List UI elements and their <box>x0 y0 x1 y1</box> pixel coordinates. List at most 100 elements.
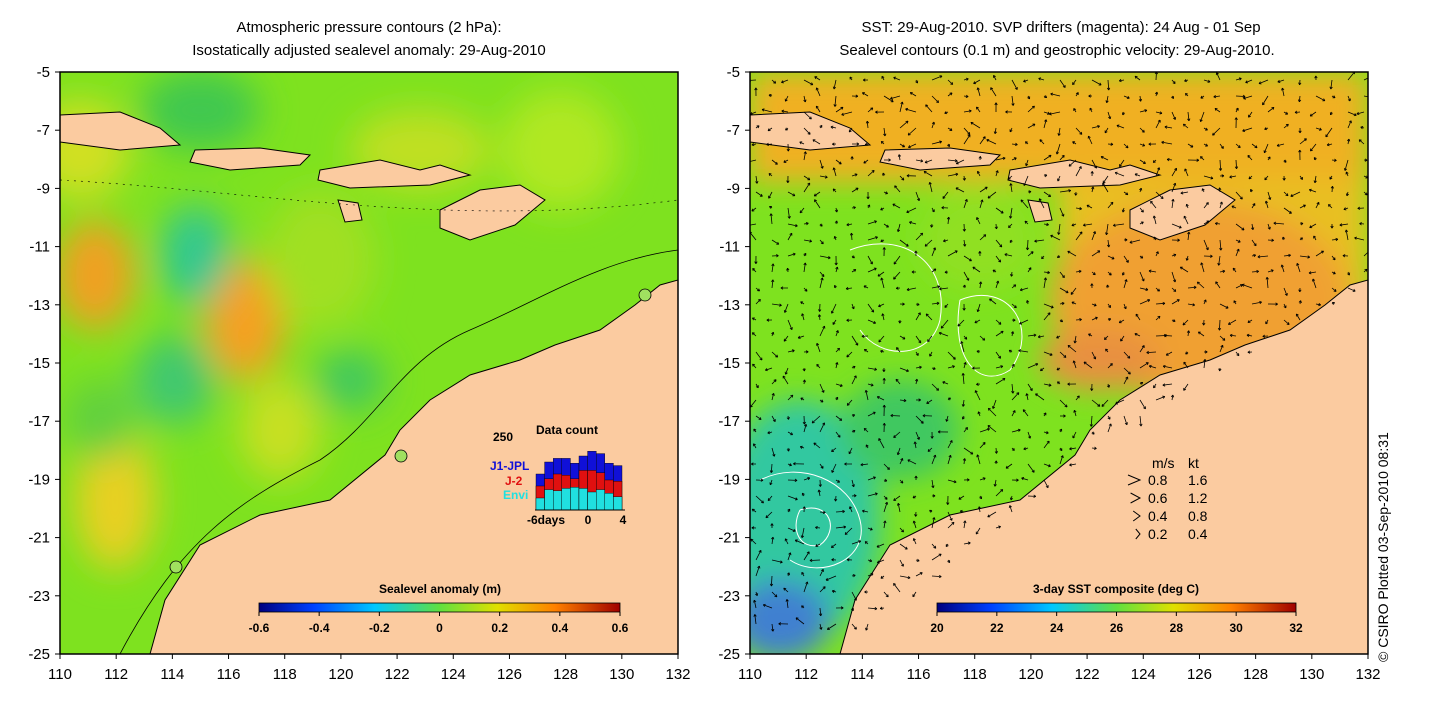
sealevel-colorbar-tick-label: -0.2 <box>369 621 390 635</box>
left-title-line1: Atmospheric pressure contours (2 hPa): <box>236 19 501 36</box>
left-x-tick-label: 120 <box>328 666 353 683</box>
right-y-tick-label: -5 <box>727 64 740 81</box>
right-y-tick-label: -21 <box>718 530 740 547</box>
inset-xlabel-mid: 0 <box>585 513 592 527</box>
right-y-tick-label: -11 <box>719 239 740 256</box>
velocity-legend-ms-value: 0.2 <box>1148 526 1168 542</box>
sst-colorbar-tick-label: 20 <box>930 621 944 635</box>
right-x-tick-label: 120 <box>1018 666 1043 683</box>
velocity-legend-kt-value: 0.8 <box>1188 508 1208 524</box>
legend-j1-jpl: J1-JPL <box>490 459 529 473</box>
envi-bar <box>579 488 588 510</box>
sealevel-anomaly-map <box>30 70 678 654</box>
sealevel-colorbar-tick-label: 0 <box>436 621 443 635</box>
right-title-line1: SST: 29-Aug-2010. SVP drifters (magenta)… <box>861 19 1260 36</box>
velocity-legend-ms-header: m/s <box>1152 455 1175 471</box>
right-x-tick-label: 118 <box>963 666 987 683</box>
envi-bar <box>596 490 605 510</box>
left-y-tick-label: -13 <box>28 297 50 314</box>
velocity-arrow <box>1027 240 1028 250</box>
left-y-tick-label: -9 <box>37 180 50 197</box>
right-y-tick-label: -19 <box>718 471 740 488</box>
left-y-tick-label: -7 <box>37 122 50 139</box>
left-y-tick-label: -19 <box>28 471 50 488</box>
inset-xlabel-right: 4 <box>620 513 627 527</box>
sealevel-colorbar-tick-label: -0.6 <box>249 621 270 635</box>
left-y-axis: -5-7-9-11-13-15-17-19-21-23-25 <box>28 64 60 663</box>
sst-colorbar-gradient <box>937 603 1296 612</box>
left-x-tick-label: 132 <box>665 666 690 683</box>
inset-ymax-label: 250 <box>493 430 513 444</box>
right-x-tick-label: 132 <box>1355 666 1380 683</box>
sst-colorbar-tick-label: 22 <box>990 621 1004 635</box>
inset-title: Data count <box>536 423 598 437</box>
right-y-tick-label: -9 <box>727 180 740 197</box>
left-x-tick-label: 126 <box>497 666 522 683</box>
inset-xlabel-left: -6days <box>527 513 565 527</box>
right-y-tick-label: -23 <box>718 588 740 605</box>
right-x-tick-label: 124 <box>1131 666 1156 683</box>
right-x-tick-label: 128 <box>1243 666 1268 683</box>
velocity-arrow-head <box>746 224 748 227</box>
right-x-tick-label: 130 <box>1299 666 1324 683</box>
left-x-tick-label: 112 <box>104 666 128 683</box>
sst-colorbar-tick-label: 26 <box>1110 621 1124 635</box>
left-y-tick-label: -21 <box>28 530 50 547</box>
left-x-tick-label: 114 <box>160 666 184 683</box>
left-y-tick-label: -11 <box>29 239 50 256</box>
right-y-tick-label: -15 <box>718 355 740 372</box>
data-count-inset: Data count 250 J1-JPL J-2 Envi -6days 0 … <box>484 417 632 527</box>
right-x-tick-label: 116 <box>907 666 931 683</box>
velocity-legend-kt-value: 1.6 <box>1188 472 1208 488</box>
sst-colorbar-tick-label: 30 <box>1229 621 1243 635</box>
velocity-legend-kt-value: 1.2 <box>1188 490 1208 506</box>
right-y-tick-label: -25 <box>718 646 740 663</box>
sealevel-colorbar-tick-label: -0.4 <box>309 621 330 635</box>
left-x-tick-label: 116 <box>217 666 241 683</box>
left-x-tick-label: 128 <box>553 666 578 683</box>
left-panel: Atmospheric pressure contours (2 hPa): I… <box>28 19 690 683</box>
sealevel-colorbar-tick-label: 0.6 <box>612 621 629 635</box>
left-x-tick-label: 130 <box>609 666 634 683</box>
left-y-tick-label: -5 <box>37 64 50 81</box>
sst-map <box>720 72 1373 660</box>
envi-bar <box>613 497 622 510</box>
sst-colorbar-title: 3-day SST composite (deg C) <box>1033 582 1199 596</box>
sealevel-colorbar-gradient <box>259 603 620 612</box>
legend-j2: J-2 <box>505 474 523 488</box>
right-x-tick-label: 110 <box>738 666 762 683</box>
velocity-arrow <box>810 560 820 561</box>
right-x-tick-label: 112 <box>794 666 818 683</box>
velocity-arrow-head <box>1370 75 1372 77</box>
right-y-tick-label: -17 <box>718 413 740 430</box>
envi-bar <box>536 498 545 510</box>
envi-bar <box>545 490 554 510</box>
velocity-legend-kt-value: 0.4 <box>1188 526 1208 542</box>
left-y-tick-label: -25 <box>28 646 50 663</box>
right-x-tick-label: 114 <box>850 666 874 683</box>
sst-colorbar-tick-label: 28 <box>1170 621 1184 635</box>
right-y-tick-label: -13 <box>718 297 740 314</box>
envi-bar <box>562 488 571 510</box>
envi-bar <box>605 493 614 510</box>
envi-bar <box>553 491 562 510</box>
left-x-tick-label: 118 <box>273 666 297 683</box>
left-x-tick-label: 110 <box>48 666 72 683</box>
sst-colorbar-tick-label: 32 <box>1289 621 1303 635</box>
right-y-axis: -5-7-9-11-13-15-17-19-21-23-25 <box>718 64 750 663</box>
sealevel-colorbar-tick-label: 0.4 <box>551 621 568 635</box>
velocity-arrow-head <box>746 161 748 163</box>
sst-colorbar: 3-day SST composite (deg C) 20 22 24 26 28 30… <box>922 578 1312 635</box>
credit-text: © CSIRO Plotted 03-Sep-2010 08:31 <box>1375 432 1391 662</box>
envi-bar <box>588 492 597 510</box>
left-y-tick-label: -17 <box>28 413 50 430</box>
right-x-tick-label: 122 <box>1075 666 1100 683</box>
velocity-legend-kt-header: kt <box>1188 455 1199 471</box>
right-panel: SST: 29-Aug-2010. SVP drifters (magenta)… <box>718 19 1380 683</box>
left-x-tick-label: 124 <box>441 666 466 683</box>
sst-colorbar-tick-label: 24 <box>1050 621 1064 635</box>
